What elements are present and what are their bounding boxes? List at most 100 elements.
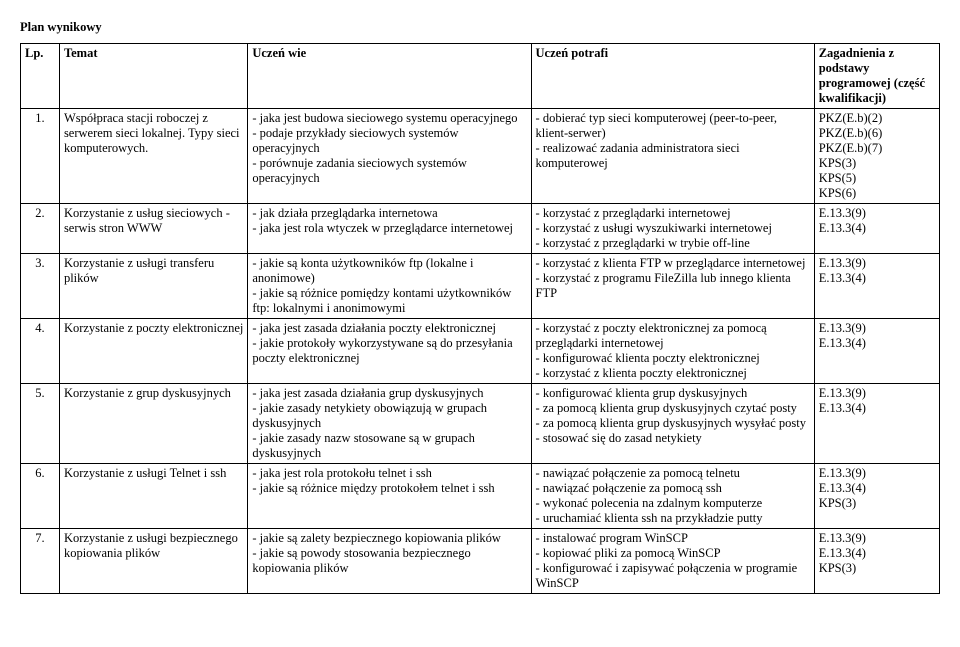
list-item: - uruchamiać klienta ssh na przykładzie … [536, 511, 810, 526]
cell-potrafi: - konfigurować klienta grup dyskusyjnych… [531, 384, 814, 464]
list-item: E.13.3(4) [819, 271, 935, 286]
cell-lp: 3. [21, 254, 60, 319]
cell-temat: Korzystanie z usługi transferu plików [59, 254, 247, 319]
cell-lp: 2. [21, 204, 60, 254]
cell-lp: 4. [21, 319, 60, 384]
plan-table: Lp. Temat Uczeń wie Uczeń potrafi Zagadn… [20, 43, 940, 594]
table-row: 7.Korzystanie z usługi bezpiecznego kopi… [21, 529, 940, 594]
list-item: E.13.3(4) [819, 401, 935, 416]
cell-wie: - jakie są konta użytkowników ftp (lokal… [248, 254, 531, 319]
header-row: Lp. Temat Uczeń wie Uczeń potrafi Zagadn… [21, 44, 940, 109]
list-item: - jakie są różnice pomiędzy kontami użyt… [252, 286, 526, 316]
list-item: - korzystać z przeglądarki w trybie off-… [536, 236, 810, 251]
cell-potrafi: - korzystać z przeglądarki internetowej-… [531, 204, 814, 254]
col-lp: Lp. [21, 44, 60, 109]
list-item: - za pomocą klienta grup dyskusyjnych cz… [536, 401, 810, 416]
list-item: - nawiązać połączenie za pomocą telnetu [536, 466, 810, 481]
cell-potrafi: - korzystać z poczty elektronicznej za p… [531, 319, 814, 384]
list-item: - jaka jest rola protokołu telnet i ssh [252, 466, 526, 481]
list-item: - instalować program WinSCP [536, 531, 810, 546]
list-item: - korzystać z klienta FTP w przeglądarce… [536, 256, 810, 271]
list-item: - konfigurować klienta poczty elektronic… [536, 351, 810, 366]
list-item: - podaje przykłady sieciowych systemów o… [252, 126, 526, 156]
list-item: - korzystać z przeglądarki internetowej [536, 206, 810, 221]
list-item: KPS(3) [819, 496, 935, 511]
cell-temat: Współpraca stacji roboczej z serwerem si… [59, 109, 247, 204]
list-item: - jakie są zalety bezpiecznego kopiowani… [252, 531, 526, 546]
table-row: 5.Korzystanie z grup dyskusyjnych- jaka … [21, 384, 940, 464]
list-item: - jakie protokoły wykorzystywane są do p… [252, 336, 526, 366]
list-item: KPS(3) [819, 156, 935, 171]
cell-wie: - jaka jest rola protokołu telnet i ssh-… [248, 464, 531, 529]
list-item: KPS(6) [819, 186, 935, 201]
cell-potrafi: - instalować program WinSCP- kopiować pl… [531, 529, 814, 594]
list-item: - jaka jest zasada działania grup dyskus… [252, 386, 526, 401]
table-row: 3.Korzystanie z usługi transferu plików-… [21, 254, 940, 319]
cell-lp: 7. [21, 529, 60, 594]
list-item: PKZ(E.b)(6) [819, 126, 935, 141]
list-item: - jakie są powody stosowania bezpieczneg… [252, 546, 526, 576]
cell-temat: Korzystanie z usługi Telnet i ssh [59, 464, 247, 529]
list-item: - jakie zasady netykiety obowiązują w gr… [252, 401, 526, 431]
table-row: 1.Współpraca stacji roboczej z serwerem … [21, 109, 940, 204]
list-item: KPS(5) [819, 171, 935, 186]
list-item: E.13.3(4) [819, 221, 935, 236]
page-title: Plan wynikowy [20, 20, 940, 35]
table-row: 6.Korzystanie z usługi Telnet i ssh- jak… [21, 464, 940, 529]
cell-zag: E.13.3(9)E.13.3(4) [814, 254, 939, 319]
list-item: E.13.3(4) [819, 546, 935, 561]
list-item: - jaka jest rola wtyczek w przeglądarce … [252, 221, 526, 236]
table-row: 4.Korzystanie z poczty elektronicznej- j… [21, 319, 940, 384]
list-item: E.13.3(9) [819, 531, 935, 546]
cell-wie: - jakie są zalety bezpiecznego kopiowani… [248, 529, 531, 594]
list-item: - za pomocą klienta grup dyskusyjnych wy… [536, 416, 810, 431]
list-item: - korzystać z usługi wyszukiwarki intern… [536, 221, 810, 236]
cell-potrafi: - nawiązać połączenie za pomocą telnetu-… [531, 464, 814, 529]
col-potrafi: Uczeń potrafi [531, 44, 814, 109]
col-temat: Temat [59, 44, 247, 109]
cell-wie: - jaka jest budowa sieciowego systemu op… [248, 109, 531, 204]
cell-wie: - jaka jest zasada działania grup dyskus… [248, 384, 531, 464]
cell-temat: Korzystanie z usług sieciowych - serwis … [59, 204, 247, 254]
list-item: E.13.3(9) [819, 386, 935, 401]
list-item: - korzystać z klienta poczty elektronicz… [536, 366, 810, 381]
list-item: E.13.3(9) [819, 256, 935, 271]
list-item: E.13.3(9) [819, 466, 935, 481]
list-item: E.13.3(4) [819, 336, 935, 351]
list-item: - jak działa przeglądarka internetowa [252, 206, 526, 221]
list-item: - wykonać polecenia na zdalnym komputerz… [536, 496, 810, 511]
table-row: 2.Korzystanie z usług sieciowych - serwi… [21, 204, 940, 254]
list-item: - konfigurować i zapisywać połączenia w … [536, 561, 810, 591]
list-item: - porównuje zadania sieciowych systemów … [252, 156, 526, 186]
cell-lp: 5. [21, 384, 60, 464]
list-item: - jakie zasady nazw stosowane są w grupa… [252, 431, 526, 461]
col-wie: Uczeń wie [248, 44, 531, 109]
cell-zag: E.13.3(9)E.13.3(4) [814, 384, 939, 464]
cell-temat: Korzystanie z poczty elektronicznej [59, 319, 247, 384]
cell-zag: E.13.3(9)E.13.3(4) [814, 319, 939, 384]
list-item: - korzystać z programu FileZilla lub inn… [536, 271, 810, 301]
list-item: PKZ(E.b)(7) [819, 141, 935, 156]
list-item: - realizować zadania administratora siec… [536, 141, 810, 171]
cell-zag: PKZ(E.b)(2)PKZ(E.b)(6)PKZ(E.b)(7)KPS(3)K… [814, 109, 939, 204]
list-item: PKZ(E.b)(2) [819, 111, 935, 126]
cell-potrafi: - dobierać typ sieci komputerowej (peer-… [531, 109, 814, 204]
col-zagadnienia: Zagadnienia z podstawy programowej (częś… [814, 44, 939, 109]
list-item: - konfigurować klienta grup dyskusyjnych [536, 386, 810, 401]
list-item: - stosować się do zasad netykiety [536, 431, 810, 446]
list-item: - jakie są konta użytkowników ftp (lokal… [252, 256, 526, 286]
list-item: KPS(3) [819, 561, 935, 576]
cell-lp: 1. [21, 109, 60, 204]
cell-zag: E.13.3(9)E.13.3(4)KPS(3) [814, 464, 939, 529]
list-item: - jaka jest budowa sieciowego systemu op… [252, 111, 526, 126]
list-item: - jakie są różnice między protokołem tel… [252, 481, 526, 496]
list-item: E.13.3(9) [819, 321, 935, 336]
cell-lp: 6. [21, 464, 60, 529]
list-item: - korzystać z poczty elektronicznej za p… [536, 321, 810, 351]
list-item: - nawiązać połączenie za pomocą ssh [536, 481, 810, 496]
list-item: - kopiować pliki za pomocą WinSCP [536, 546, 810, 561]
list-item: E.13.3(9) [819, 206, 935, 221]
cell-wie: - jak działa przeglądarka internetowa- j… [248, 204, 531, 254]
list-item: - jaka jest zasada działania poczty elek… [252, 321, 526, 336]
cell-temat: Korzystanie z usługi bezpiecznego kopiow… [59, 529, 247, 594]
